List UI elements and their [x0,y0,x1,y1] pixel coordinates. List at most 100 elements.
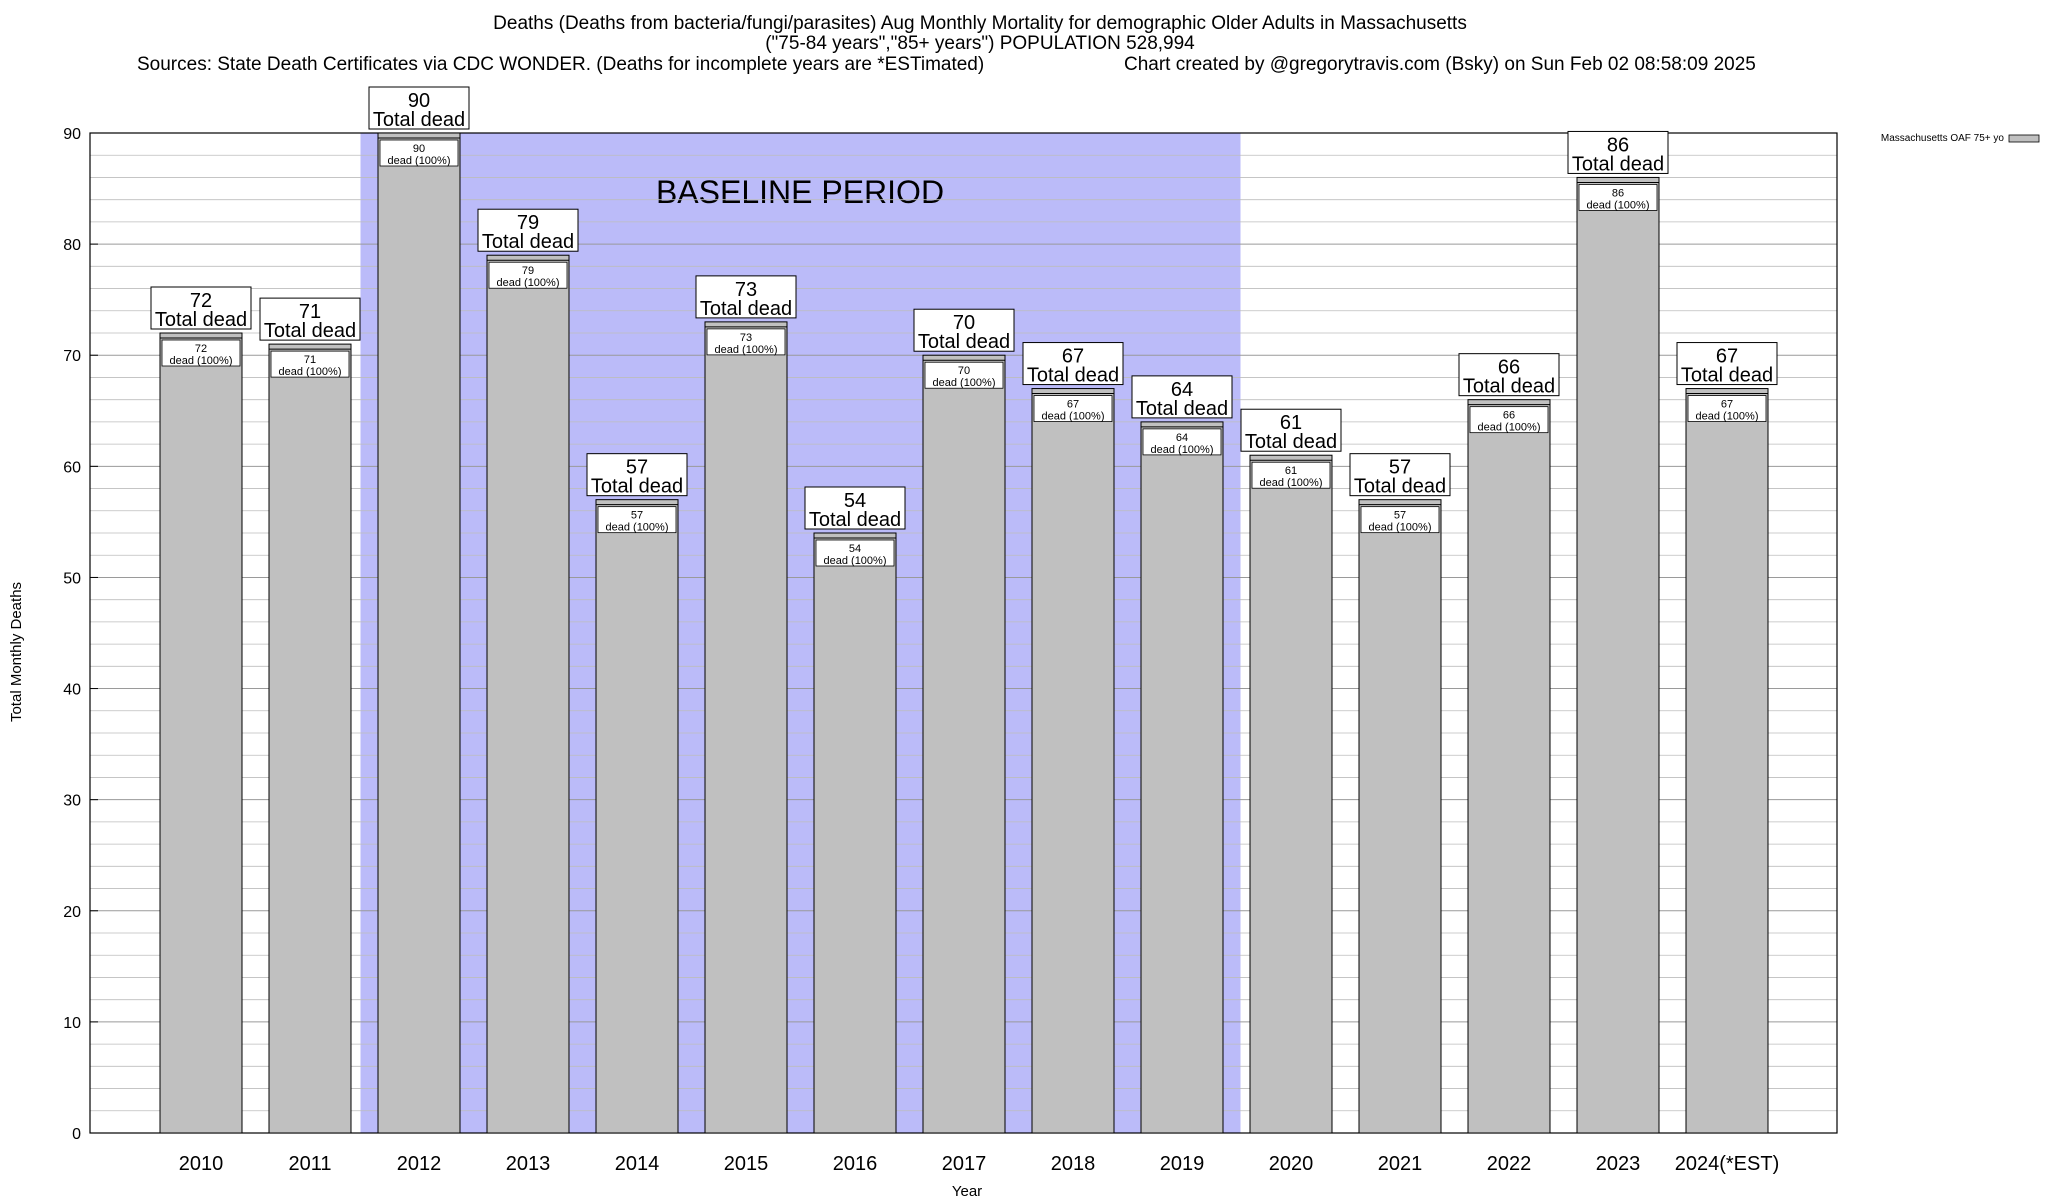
inner-label-box [1251,461,1331,489]
inner-percent-label: dead (100%) [1587,199,1650,211]
x-tick-label: 2016 [833,1153,878,1175]
inner-value-label: 57 [631,510,643,522]
x-tick-label: 2012 [397,1153,442,1175]
y-tick-label: 30 [63,793,81,810]
x-tick-label: 2010 [179,1153,224,1175]
inner-value-label: 79 [522,265,534,277]
top-total-label: Total dead [1681,365,1773,387]
y-tick-label: 10 [63,1015,81,1032]
inner-label-box [379,139,459,167]
chart-credit: Chart created by @gregorytravis.com (Bsk… [1124,54,1756,75]
top-value-label: 61 [1280,412,1302,434]
top-label-box [477,208,579,252]
top-value-label: 67 [1716,346,1738,368]
inner-label-box [1469,406,1549,434]
top-value-label: 72 [190,290,212,312]
inner-value-label: 57 [1394,510,1406,522]
y-tick-label: 50 [63,570,81,587]
bar-2015 [704,321,788,1134]
top-label-box [368,86,470,130]
bar-2018 [1031,388,1115,1134]
bar-2022 [1467,399,1551,1134]
inner-value-label: 64 [1176,432,1188,444]
legend-label: Massachusetts OAF 75+ yo [1881,133,2005,144]
bar-2013 [486,254,570,1134]
bar-2010 [159,332,243,1134]
top-total-label: Total dead [1572,153,1664,175]
x-tick-label: 2011 [288,1153,331,1175]
y-tick-label: 0 [72,1126,81,1143]
inner-label-box [1142,428,1222,456]
inner-label-box [1360,506,1440,534]
baseline-period-label: BASELINE PERIOD [656,174,944,210]
bar-2012 [377,132,461,1134]
inner-label-box [270,350,350,378]
y-axis-title: Total Monthly Deaths [8,582,25,722]
bar-2021 [1358,499,1442,1134]
y-tick-label: 20 [63,904,81,921]
legend-swatch [2008,134,2040,143]
inner-percent-label: dead (100%) [715,344,778,356]
x-axis-title: Year [952,1183,982,1200]
top-total-label: Total dead [1245,431,1337,453]
top-label-box [913,308,1015,352]
inner-percent-label: dead (100%) [1696,411,1759,423]
x-tick-label: 2024(*EST) [1675,1153,1780,1175]
top-value-label: 70 [953,312,975,334]
top-total-label: Total dead [373,109,465,131]
top-total-label: Total dead [809,509,901,531]
top-total-label: Total dead [1354,476,1446,498]
x-tick-label: 2021 [1378,1153,1423,1175]
bar-2017 [922,354,1006,1134]
inner-label-box [488,261,568,289]
top-value-label: 57 [626,457,648,479]
y-tick-label: 60 [63,459,81,476]
inner-value-label: 90 [413,143,425,155]
inner-value-label: 86 [1612,187,1624,199]
inner-label-box [815,539,895,567]
top-value-label: 54 [844,490,866,512]
top-label-box [586,453,688,497]
y-tick-label: 80 [63,237,81,254]
top-label-box [1022,342,1124,386]
inner-percent-label: dead (100%) [388,155,451,167]
top-label-box [1240,408,1342,452]
top-label-box [804,486,906,530]
top-label-box [1567,130,1669,174]
y-tick-label: 40 [63,682,81,699]
top-label-box [1349,453,1451,497]
inner-value-label: 61 [1285,465,1297,477]
inner-value-label: 71 [304,354,316,366]
inner-label-box [1578,184,1658,211]
top-total-label: Total dead [482,231,574,253]
bar-2019 [1140,421,1224,1134]
x-tick-label: 2019 [1160,1153,1205,1175]
chart-title: Deaths (Deaths from bacteria/fungi/paras… [493,13,1467,34]
top-label-box [150,286,252,330]
y-tick-label: 70 [63,348,81,365]
top-total-label: Total dead [918,331,1010,353]
bar-2024(*EST) [1685,388,1769,1134]
top-value-label: 64 [1171,379,1193,401]
top-value-label: 67 [1062,346,1084,368]
x-tick-label: 2022 [1487,1153,1532,1175]
inner-label-box [1687,395,1767,422]
inner-label-box [597,506,677,534]
top-total-label: Total dead [700,298,792,320]
inner-value-label: 66 [1503,410,1515,422]
inner-label-box [706,328,786,356]
inner-percent-label: dead (100%) [1369,522,1432,534]
x-tick-label: 2023 [1596,1153,1641,1175]
top-label-box [1131,375,1233,419]
top-label-box [1458,353,1560,397]
x-tick-label: 2014 [615,1153,660,1175]
inner-value-label: 54 [849,543,861,555]
inner-percent-label: dead (100%) [497,277,560,289]
bar-2023 [1576,176,1660,1134]
chart-subtitle: ("75-84 years","85+ years") POPULATION 5… [765,33,1195,54]
inner-percent-label: dead (100%) [606,522,669,534]
top-value-label: 71 [299,301,321,323]
top-label-box [1676,342,1778,386]
inner-label-box [1033,395,1113,422]
